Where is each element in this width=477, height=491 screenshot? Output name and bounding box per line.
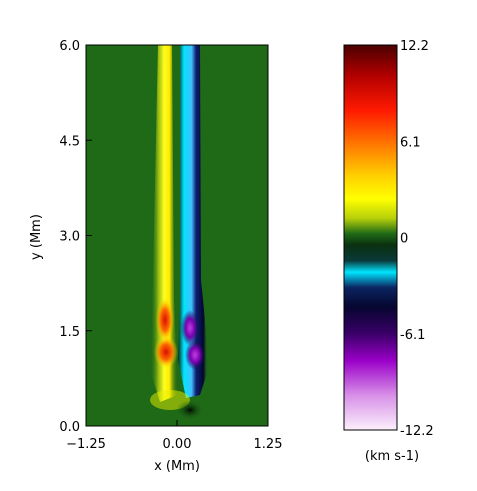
colorbar: 12.2 6.1 0 -6.1 -12.2 (km s-1) [343,39,434,464]
colorbar-label: (km s-1) [365,449,419,464]
y-tick-label: 4.5 [59,134,80,149]
heatmap-panel [85,44,269,427]
colorbar-tick-label: 6.1 [400,135,421,150]
velocity-field [150,45,208,420]
red-patch-upper [156,298,174,342]
y-tick-label: 6.0 [59,39,80,54]
base-shadow [176,400,204,420]
colorbar-tick-label: 0 [400,232,408,247]
y-tick-label: 0.0 [59,420,80,435]
x-axis-title: x (Mm) [154,459,200,474]
axes: −1.25 0.00 1.25 0.0 1.5 3.0 4.5 6.0 [59,39,282,452]
heatmap-background [86,45,268,426]
colorbar-tick-label: -12.2 [400,424,434,439]
colorbar-tick-label: -6.1 [400,328,425,343]
x-tick-label: 1.25 [254,437,283,452]
colorbar-gradient [343,44,398,431]
purple-patch-upper [181,310,199,346]
colorbar-tick-label: 12.2 [400,39,429,54]
y-tick-label: 3.0 [59,230,80,245]
x-tick-label: 0.00 [163,437,192,452]
y-tick-label: 1.5 [59,325,80,340]
purple-patch-lower [185,340,205,370]
red-patch-lower [154,336,178,368]
downflow-jet [178,45,208,398]
y-axis-title: y (Mm) [29,214,44,260]
colorbar-ticks: 12.2 6.1 0 -6.1 -12.2 [400,39,434,439]
x-tick-label: −1.25 [66,437,106,452]
